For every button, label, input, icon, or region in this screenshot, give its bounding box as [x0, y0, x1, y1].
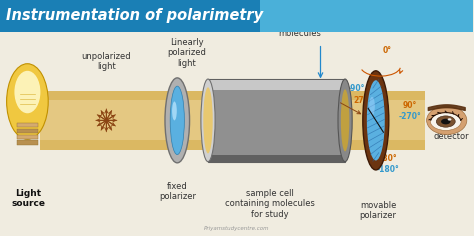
FancyBboxPatch shape: [17, 123, 38, 127]
Text: -90°: -90°: [347, 84, 365, 93]
FancyBboxPatch shape: [208, 155, 345, 162]
Ellipse shape: [369, 97, 375, 116]
Ellipse shape: [341, 89, 349, 151]
FancyBboxPatch shape: [208, 79, 345, 162]
Text: 0°: 0°: [383, 46, 392, 55]
Ellipse shape: [203, 87, 213, 153]
Text: Instrumentation of polarimetry: Instrumentation of polarimetry: [6, 8, 263, 23]
FancyBboxPatch shape: [17, 135, 38, 139]
FancyBboxPatch shape: [40, 91, 426, 150]
Text: movable
polarizer: movable polarizer: [360, 201, 397, 220]
Ellipse shape: [14, 71, 40, 113]
Ellipse shape: [170, 86, 184, 155]
Ellipse shape: [338, 79, 352, 162]
FancyBboxPatch shape: [208, 80, 345, 90]
Text: -180°: -180°: [377, 165, 400, 174]
Text: Linearly
polarized
light: Linearly polarized light: [167, 38, 206, 67]
Ellipse shape: [7, 64, 48, 139]
Ellipse shape: [447, 118, 451, 121]
Text: 180°: 180°: [377, 154, 396, 163]
Ellipse shape: [427, 106, 467, 135]
Text: fixed
polarizer: fixed polarizer: [159, 182, 196, 201]
Text: -270°: -270°: [399, 112, 421, 121]
FancyBboxPatch shape: [40, 100, 426, 140]
Ellipse shape: [363, 71, 389, 170]
Text: 90°: 90°: [403, 101, 417, 110]
FancyBboxPatch shape: [0, 0, 473, 32]
Ellipse shape: [441, 119, 450, 124]
Text: detector: detector: [434, 132, 469, 141]
Ellipse shape: [430, 113, 461, 130]
Text: 270°: 270°: [354, 96, 373, 105]
Ellipse shape: [165, 78, 190, 163]
FancyBboxPatch shape: [17, 140, 38, 145]
Ellipse shape: [201, 79, 215, 162]
FancyBboxPatch shape: [260, 0, 473, 32]
Text: Priyamstudycentre.com: Priyamstudycentre.com: [204, 226, 269, 231]
FancyBboxPatch shape: [17, 129, 38, 133]
Text: Optical rotation due to
molecules: Optical rotation due to molecules: [253, 19, 347, 38]
Text: sample cell
containing molecules
for study: sample cell containing molecules for stu…: [225, 189, 314, 219]
Text: Light
source: Light source: [11, 189, 46, 208]
Text: unpolarized
light: unpolarized light: [82, 52, 131, 71]
Ellipse shape: [367, 80, 385, 160]
Ellipse shape: [437, 116, 455, 127]
Ellipse shape: [172, 101, 177, 120]
